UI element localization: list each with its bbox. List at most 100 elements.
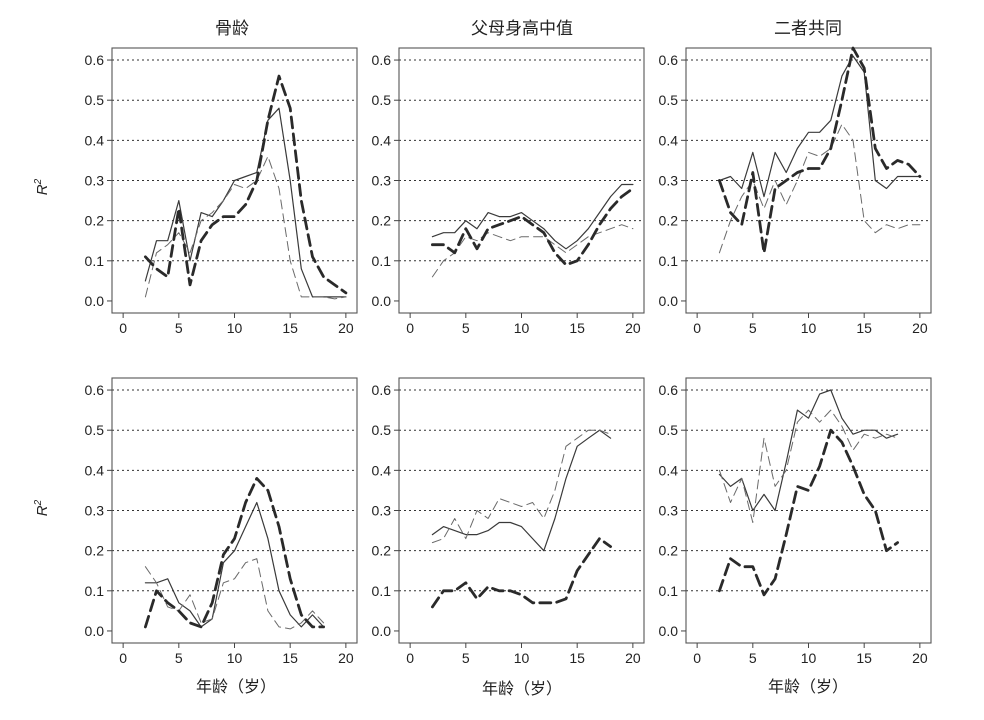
y-tick-label: 0.6 bbox=[659, 382, 679, 398]
y-tick-label: 0.6 bbox=[659, 52, 679, 68]
series-line-thin-dashed bbox=[431, 224, 634, 278]
x-tick-label: 5 bbox=[462, 320, 470, 336]
series-line-thick-dashed bbox=[143, 476, 326, 629]
x-tick-label: 10 bbox=[227, 650, 243, 666]
y-axis-label-top: R2 bbox=[33, 178, 51, 195]
row-ylabels: R2 R2 bbox=[33, 178, 51, 516]
x-tick-label: 20 bbox=[625, 650, 641, 666]
series-line-thick-dashed bbox=[430, 537, 612, 609]
x-tick-label: 10 bbox=[801, 320, 817, 336]
y-tick-label: 0.3 bbox=[659, 503, 679, 519]
y-tick-label: 0.1 bbox=[85, 253, 105, 269]
series-line-thin-dashed bbox=[144, 558, 325, 630]
x-tick-label: 15 bbox=[856, 320, 872, 336]
x-tick-label: 20 bbox=[338, 320, 354, 336]
x-tick-label: 20 bbox=[625, 320, 641, 336]
x-tick-label: 20 bbox=[912, 320, 928, 336]
series-line-thick-dashed bbox=[143, 74, 348, 295]
x-tick-label: 10 bbox=[514, 320, 530, 336]
y-axis-label-bottom: R2 bbox=[33, 499, 51, 516]
y-tick-label: 0.4 bbox=[85, 462, 105, 478]
series-line-thin-solid bbox=[431, 183, 634, 250]
y-tick-label: 0.6 bbox=[85, 52, 105, 68]
y-tick-label: 0.0 bbox=[659, 623, 679, 639]
y-tick-label: 0.2 bbox=[372, 543, 392, 559]
panel-1-2: 0.0 0.1 0.2 0.3 0.4 0.5 0.6 0 5 10 15 20 bbox=[659, 377, 932, 666]
series-line-thin-solid bbox=[144, 107, 347, 298]
x-tick-label: 0 bbox=[693, 320, 701, 336]
y-tick-label: 0.1 bbox=[372, 253, 392, 269]
y-tick-label: 0.6 bbox=[85, 382, 105, 398]
series-line-thin-dashed bbox=[718, 409, 899, 523]
x-tick-label: 5 bbox=[462, 650, 470, 666]
y-tick-label: 0.0 bbox=[85, 293, 105, 309]
x-axis-label-middle: 年龄（岁） bbox=[482, 679, 562, 698]
y-tick-label: 0.2 bbox=[85, 213, 105, 229]
x-tick-label: 10 bbox=[801, 650, 817, 666]
y-axis-label-text: R bbox=[34, 184, 51, 195]
x-tick-label: 15 bbox=[282, 650, 298, 666]
panel-1-0: 0.0 0.1 0.2 0.3 0.4 0.5 0.6 0 5 10 15 20 bbox=[85, 377, 358, 666]
x-tick-label: 5 bbox=[175, 320, 183, 336]
y-tick-label: 0.0 bbox=[372, 623, 392, 639]
x-tick-label: 0 bbox=[119, 650, 127, 666]
series-line-thin-dashed bbox=[431, 429, 612, 544]
y-tick-label: 0.4 bbox=[85, 132, 105, 148]
panel-1-1: 0.0 0.1 0.2 0.3 0.4 0.5 0.6 0 5 10 15 20 bbox=[372, 377, 645, 666]
x-tick-label: 15 bbox=[569, 320, 585, 336]
y-tick-label: 0.5 bbox=[372, 422, 392, 438]
y-tick-label: 0.0 bbox=[372, 293, 392, 309]
x-tick-label: 15 bbox=[856, 650, 872, 666]
y-tick-label: 0.6 bbox=[372, 52, 392, 68]
x-tick-label: 0 bbox=[406, 650, 414, 666]
x-tick-label: 20 bbox=[912, 650, 928, 666]
y-tick-label: 0.3 bbox=[372, 503, 392, 519]
series-line-thin-dashed bbox=[144, 155, 347, 300]
x-axis-label-right: 年龄（岁） bbox=[768, 677, 848, 696]
series-line-thin-dashed bbox=[718, 123, 921, 254]
y-tick-label: 0.3 bbox=[372, 173, 392, 189]
panel-0-0: 0.0 0.1 0.2 0.3 0.4 0.5 0.6 0 5 10 15 20 bbox=[85, 47, 358, 336]
y-tick-label: 0.3 bbox=[659, 173, 679, 189]
y-tick-label: 0.6 bbox=[372, 382, 392, 398]
x-tick-label: 15 bbox=[569, 650, 585, 666]
x-axis-label-left: 年龄（岁） bbox=[196, 677, 276, 696]
y-tick-label: 0.2 bbox=[372, 213, 392, 229]
x-tick-label: 20 bbox=[338, 650, 354, 666]
x-tick-label: 10 bbox=[514, 650, 530, 666]
y-tick-label: 0.4 bbox=[372, 132, 392, 148]
y-tick-label: 0.5 bbox=[659, 422, 679, 438]
y-tick-label: 0.0 bbox=[659, 293, 679, 309]
column-titles: 骨龄 父母身高中值 二者共同 bbox=[215, 19, 842, 39]
y-axis-label-superscript: 2 bbox=[33, 178, 44, 185]
y-tick-label: 0.4 bbox=[659, 132, 679, 148]
x-tick-label: 0 bbox=[406, 320, 414, 336]
y-tick-label: 0.4 bbox=[372, 462, 392, 478]
y-tick-label: 0.1 bbox=[372, 583, 392, 599]
column-title-bone-age: 骨龄 bbox=[215, 19, 249, 39]
y-tick-label: 0.5 bbox=[85, 92, 105, 108]
series-line-thick-dashed bbox=[718, 46, 922, 255]
panel-0-1: 0.0 0.1 0.2 0.3 0.4 0.5 0.6 0 5 10 15 20 bbox=[372, 47, 645, 336]
x-tick-label: 15 bbox=[282, 320, 298, 336]
y-tick-label: 0.5 bbox=[659, 92, 679, 108]
x-tick-label: 5 bbox=[749, 650, 757, 666]
series-line-thin-solid bbox=[718, 55, 921, 198]
y-tick-label: 0.2 bbox=[659, 543, 679, 559]
y-axis-label-superscript: 2 bbox=[33, 499, 44, 506]
series-line-thin-solid bbox=[144, 501, 325, 628]
y-tick-label: 0.2 bbox=[85, 543, 105, 559]
panel-0-2: 0.0 0.1 0.2 0.3 0.4 0.5 0.6 0 5 10 15 20 bbox=[659, 46, 932, 336]
y-tick-label: 0.1 bbox=[659, 583, 679, 599]
series-line-thick-dashed bbox=[430, 187, 635, 267]
y-axis-label-text: R bbox=[34, 505, 51, 516]
x-tick-label: 0 bbox=[119, 320, 127, 336]
series-line-thin-solid bbox=[431, 429, 612, 552]
y-tick-label: 0.5 bbox=[372, 92, 392, 108]
y-tick-label: 0.4 bbox=[659, 462, 679, 478]
y-tick-label: 0.0 bbox=[85, 623, 105, 639]
x-tick-label: 5 bbox=[749, 320, 757, 336]
y-tick-label: 0.2 bbox=[659, 213, 679, 229]
column-title-midparental-height: 父母身高中值 bbox=[471, 19, 573, 39]
